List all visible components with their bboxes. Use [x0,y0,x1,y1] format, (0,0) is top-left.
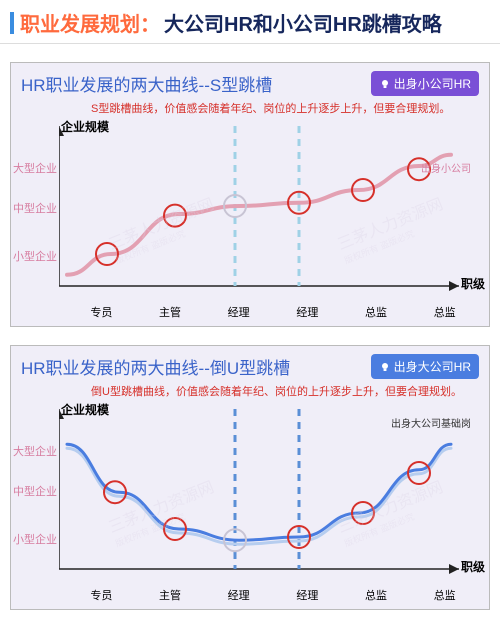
x-tick: 总监 [342,587,411,603]
y-tick: 中型企业 [13,483,57,499]
badge-text: 出身小公司HR [394,75,471,92]
page-title-row: 职业发展规划： 大公司HR和小公司HR跳槽攻略 [0,0,500,44]
chart-subtitle: S型跳槽曲线，价值感会随着年纪、岗位的上升逐步上升，但要合理规划。 [11,100,489,120]
bulb-icon [379,361,391,373]
origin-badge: 出身小公司HR [371,71,479,96]
x-axis-label: 职级 [461,558,485,575]
y-tick: 大型企业 [13,443,57,459]
chart-heading: HR职业发展的两大曲线--倒U型跳槽 [21,354,290,379]
x-tick: 总监 [410,304,479,320]
origin-badge: 出身大公司HR [371,354,479,379]
y-tick: 小型企业 [13,248,57,264]
y-tick: 大型企业 [13,160,57,176]
x-tick: 经理 [204,304,273,320]
arrow-y-icon [59,409,64,419]
chart-svg [59,126,479,306]
chart-area: 企业规模大型企业中型企业小型企业出身大公司基础岗三茅人力资源网版权所有 盗版必究… [11,403,489,583]
chart-subtitle: 倒U型跳槽曲线，价值感会随着年纪、岗位的上升逐步上升，但要合理规划。 [11,383,489,403]
curve-line [67,444,451,540]
legend-label: 出身小公司 [421,160,471,175]
chart-area: 企业规模大型企业中型企业小型企业出身小公司三茅人力资源网版权所有 盗版必究三茅人… [11,120,489,300]
chart-svg [59,409,479,589]
x-tick: 经理 [273,587,342,603]
panel-header: HR职业发展的两大曲线--S型跳槽 出身小公司HR [11,63,489,100]
title-prefix: 职业发展规划： [20,8,160,37]
legend-label: 出身大公司基础岗 [391,415,471,430]
x-tick: 专员 [67,304,136,320]
arrow-x-icon [449,564,459,574]
x-axis-label: 职级 [461,275,485,292]
title-rest: 大公司HR和小公司HR跳槽攻略 [164,8,442,37]
arrow-x-icon [449,281,459,291]
x-tick: 总监 [410,587,479,603]
badge-text: 出身大公司HR [394,358,471,375]
chart-heading: HR职业发展的两大曲线--S型跳槽 [21,71,272,96]
x-tick: 经理 [273,304,342,320]
chart-panel-u: HR职业发展的两大曲线--倒U型跳槽 出身大公司HR 倒U型跳槽曲线，价值感会随着年… [10,345,490,610]
x-tick: 主管 [136,587,205,603]
x-tick: 总监 [342,304,411,320]
x-tick: 专员 [67,587,136,603]
y-tick: 中型企业 [13,200,57,216]
arrow-y-icon [59,126,64,136]
title-accent-bar [10,12,14,34]
x-tick: 主管 [136,304,205,320]
axes [59,409,459,569]
bulb-icon [379,78,391,90]
curve-line [67,155,451,275]
x-tick: 经理 [204,587,273,603]
chart-panel-s: HR职业发展的两大曲线--S型跳槽 出身小公司HR S型跳槽曲线，价值感会随着年纪、… [10,62,490,327]
panel-header: HR职业发展的两大曲线--倒U型跳槽 出身大公司HR [11,346,489,383]
y-tick: 小型企业 [13,531,57,547]
